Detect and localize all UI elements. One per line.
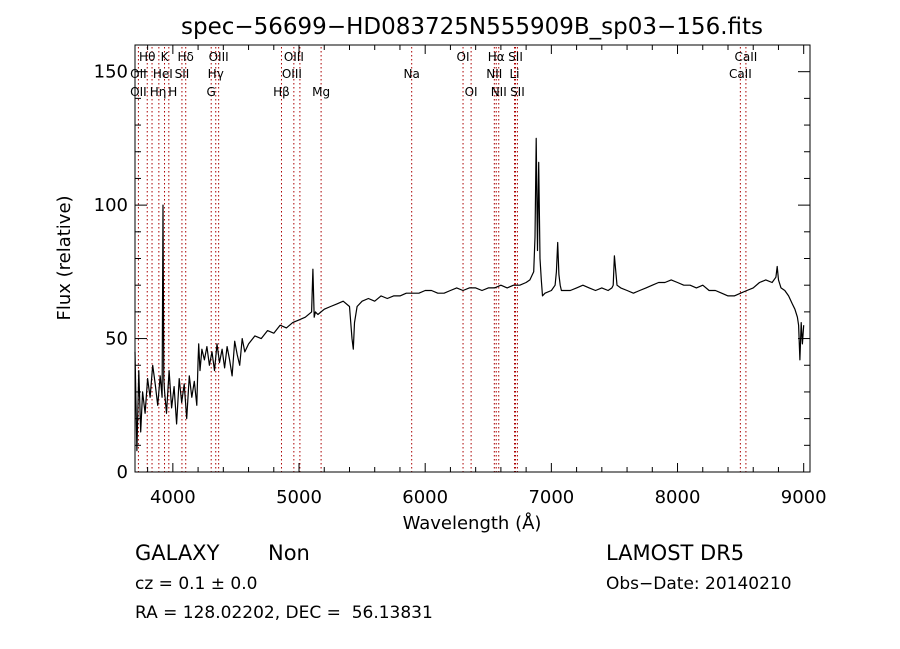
- line-marker-label: CaII: [735, 50, 758, 64]
- line-marker-label: Mg: [312, 85, 330, 99]
- line-marker-label: HeI: [153, 67, 173, 81]
- line-marker-label: SII: [175, 67, 190, 81]
- line-marker-label: OI: [457, 50, 470, 64]
- x-tick-label: 9000: [781, 487, 827, 508]
- x-axis: 4000 5000 6000 7000 8000 9000: [147, 45, 827, 508]
- x-tick-label: 8000: [655, 487, 701, 508]
- line-marker-label: K: [161, 50, 170, 64]
- x-axis-label: Wavelength (Å): [403, 512, 542, 534]
- x-tick-label: 4000: [150, 487, 196, 508]
- line-marker-label: SII: [510, 85, 525, 99]
- line-marker-label: OIII: [282, 67, 302, 81]
- line-marker-label: Na: [404, 67, 420, 81]
- line-marker-label: Hη: [150, 85, 167, 99]
- line-marker-label: Hδ: [178, 50, 194, 64]
- y-tick-label: 50: [105, 329, 128, 350]
- line-marker-label: CaII: [729, 67, 752, 81]
- line-marker-label: OIII: [284, 50, 304, 64]
- line-marker-label: Hθ: [139, 50, 155, 64]
- chart-title: spec−56699−HD083725N555909B_sp03−156.fit…: [181, 14, 763, 40]
- line-marker-label: OII: [130, 85, 147, 99]
- y-tick-label: 150: [94, 62, 128, 83]
- object-subclass: Non: [268, 541, 310, 565]
- line-marker-label: OI: [465, 85, 478, 99]
- line-marker-label: NII: [486, 67, 502, 81]
- line-marker-label: Hγ: [208, 67, 224, 81]
- line-marker-label: H: [168, 85, 177, 99]
- y-axis: 0 50 100 150: [94, 44, 810, 483]
- line-marker-label: NII: [491, 85, 507, 99]
- line-markers: [137, 47, 747, 472]
- line-marker-label: OII: [130, 67, 147, 81]
- x-tick-label: 7000: [528, 487, 574, 508]
- line-marker-label: SII: [508, 50, 523, 64]
- line-marker-label: Hβ: [273, 85, 290, 99]
- y-axis-label: Flux (relative): [54, 195, 75, 320]
- y-tick-label: 100: [94, 195, 128, 216]
- spectrum-trace: [134, 137, 805, 452]
- line-marker-label: G: [207, 85, 216, 99]
- y-tick-label: 0: [117, 462, 128, 483]
- x-tick-label: 5000: [276, 487, 322, 508]
- line-marker-label: Hα: [488, 50, 505, 64]
- redshift-readout: cz = 0.1 ± 0.0: [135, 574, 258, 594]
- observation-date: Obs−Date: 20140210: [606, 574, 792, 594]
- plot-frame: [134, 44, 811, 473]
- line-marker-labels: OII OII Hθ Hη HeI K H Hδ SII OIII Hγ G OIII OIII Hβ Mg N…: [130, 50, 757, 99]
- x-tick-label: 6000: [402, 487, 448, 508]
- line-marker-label: OIII: [209, 50, 229, 64]
- survey-name: LAMOST DR5: [606, 541, 745, 565]
- line-marker-label: Li: [509, 67, 519, 81]
- coordinates-readout: RA = 128.02202, DEC = 56.13831: [135, 603, 433, 623]
- object-type: GALAXY: [135, 541, 220, 565]
